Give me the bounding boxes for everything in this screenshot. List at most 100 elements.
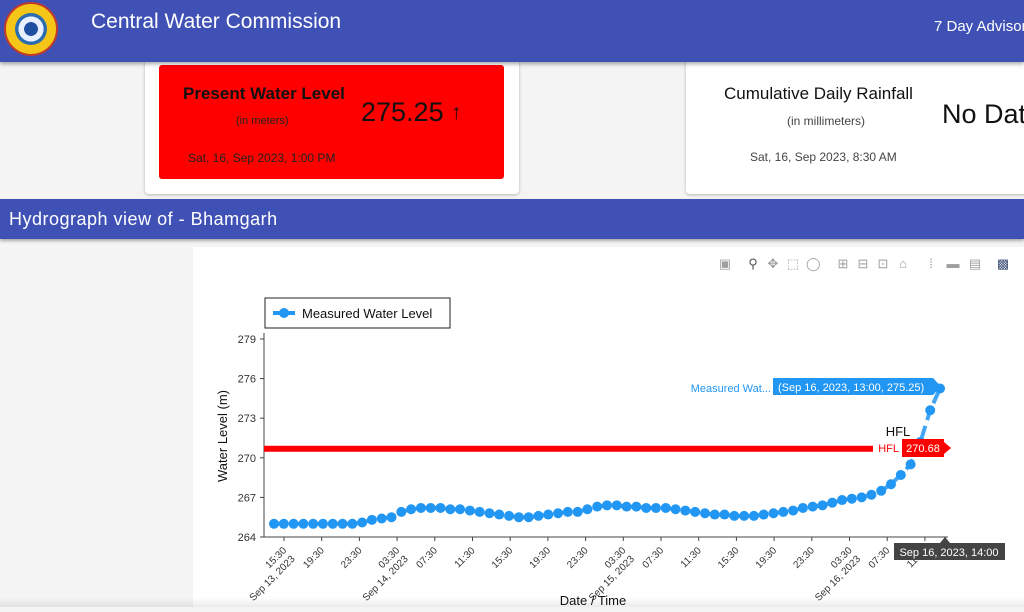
data-point	[895, 469, 906, 480]
data-point	[758, 509, 769, 520]
data-point	[582, 504, 593, 515]
data-point	[641, 502, 652, 513]
data-point	[415, 502, 426, 513]
x-tick-label: 19:30	[754, 545, 780, 571]
x-tick-label: 07:30	[641, 545, 667, 571]
data-point	[699, 508, 710, 519]
autoscale-icon[interactable]: ⊡	[877, 256, 889, 271]
data-point	[484, 508, 495, 519]
hfl-hover-box	[902, 439, 944, 457]
data-point	[866, 489, 877, 500]
hydrograph-panel: ▣ ⚲ ✥ ⬚ ◯ ⊞ ⊟ ⊡ ⌂ ⁞ ▬ ▤ ▩ 264 267 270 273 27…	[193, 247, 1024, 608]
data-point	[846, 493, 857, 504]
x-tick-label: 23:30	[791, 545, 817, 571]
home-icon[interactable]: ⌂	[899, 256, 907, 271]
legend-box	[264, 297, 451, 329]
x-hover-label: Sep 16, 2023, 14:00	[899, 547, 998, 559]
x-axis-title: Date / Time	[560, 593, 626, 607]
x-tick-label: 15:30	[490, 545, 516, 571]
data-point	[562, 506, 573, 517]
x-tick-label: 07:30	[867, 545, 893, 571]
plotly-logo-icon[interactable]: ▩	[996, 256, 1010, 271]
data-point	[788, 505, 799, 516]
camera-icon[interactable]: ▣	[718, 256, 732, 271]
data-point	[592, 501, 603, 512]
lasso-select-icon[interactable]: ◯	[806, 256, 821, 271]
spike-lines-icon[interactable]: ⁞	[929, 256, 933, 271]
x-tick-label: 07:30	[414, 545, 440, 571]
water-level-timestamp: Sat, 16, Sep 2023, 1:00 PM	[188, 151, 336, 165]
data-point	[553, 508, 564, 519]
data-point	[376, 513, 387, 524]
hover-value-box	[773, 378, 933, 395]
data-point	[670, 504, 681, 515]
data-point	[455, 504, 466, 515]
data-point	[269, 518, 279, 529]
water-level-unit: (in meters)	[236, 115, 289, 127]
hfl-title-label: HFL	[886, 424, 911, 439]
box-select-icon[interactable]: ⬚	[786, 256, 800, 271]
zoom-out-icon[interactable]: ⊟	[857, 256, 869, 271]
cwc-logo-icon[interactable]	[4, 2, 58, 56]
section-title: Hydrograph view of - Bhamgarh	[9, 209, 278, 229]
hydrograph-section-header: Hydrograph view of - Bhamgarh	[0, 199, 1024, 239]
x-tick-label: 23:30	[339, 545, 365, 571]
y-tick-label: 273	[238, 413, 256, 425]
data-point	[396, 506, 407, 517]
water-level-title: Present Water Level	[183, 84, 345, 103]
y-tick-label: 264	[238, 532, 256, 544]
hover-compare-icon[interactable]: ▤	[968, 256, 982, 271]
data-point	[504, 510, 515, 521]
x-tick-label: 11:30	[453, 545, 478, 570]
data-point	[621, 501, 632, 512]
data-point	[602, 500, 612, 511]
data-point	[494, 509, 505, 520]
data-point	[435, 502, 446, 513]
hover-closest-icon[interactable]: ▬	[946, 256, 960, 271]
advisory-link[interactable]: 7 Day Advisory	[934, 18, 1024, 35]
data-point	[611, 500, 622, 511]
rainfall-unit: (in millimeters)	[787, 114, 865, 128]
data-point	[327, 518, 338, 529]
y-tick-label: 267	[238, 492, 256, 504]
data-point	[817, 500, 828, 511]
hfl-hover-pointer	[944, 442, 951, 454]
data-point	[748, 510, 759, 521]
data-point	[533, 510, 544, 521]
page-bottom-shadow	[0, 597, 1024, 607]
app-title: Central Water Commission	[91, 10, 342, 33]
data-point	[278, 518, 289, 529]
data-point	[807, 501, 818, 512]
data-point	[876, 485, 887, 496]
x-tick-label: 23:30	[565, 545, 591, 571]
x-hover-box	[894, 543, 1005, 560]
data-point	[298, 518, 309, 529]
data-point	[513, 512, 524, 523]
y-tick-label: 276	[238, 374, 256, 386]
data-point	[357, 517, 368, 528]
legend-swatch-marker	[279, 308, 289, 318]
data-point	[886, 479, 897, 490]
rainfall-card: Cumulative Daily Rainfall (in millimeter…	[686, 60, 1024, 194]
top-app-bar: Central Water Commission 7 Day Advisory	[0, 0, 1024, 62]
pan-icon[interactable]: ✥	[767, 256, 779, 271]
zoom-icon[interactable]: ⚲	[748, 256, 758, 271]
data-point	[768, 508, 779, 519]
water-level-value: 275.25	[361, 97, 444, 127]
hover-value-text: (Sep 16, 2023, 13:00, 275.25)	[778, 382, 924, 394]
x-hover-pointer	[940, 537, 950, 543]
data-point	[660, 502, 671, 513]
rainfall-value: No Data	[942, 99, 1024, 129]
rainfall-timestamp: Sat, 16, Sep 2023, 8:30 AM	[750, 150, 897, 164]
data-point	[464, 505, 475, 516]
zoom-in-icon[interactable]: ⊞	[837, 256, 849, 271]
data-point	[729, 510, 740, 521]
arrow-up-icon: ↑	[451, 101, 462, 124]
data-point	[778, 506, 789, 517]
data-point	[445, 504, 456, 515]
data-point	[308, 518, 319, 529]
x-tick-label: 11:30	[679, 545, 704, 570]
x-tick-label: 15:30Sep 13, 2023	[239, 545, 298, 604]
data-point	[680, 505, 691, 516]
